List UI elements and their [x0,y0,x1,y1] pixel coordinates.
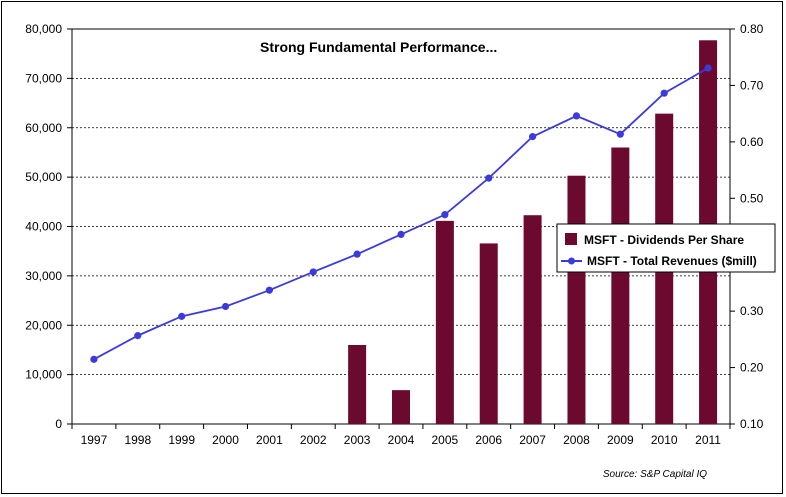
right-tick-label: 0.60 [740,135,764,149]
x-tick-label: 2010 [651,433,678,447]
revenue-point [529,133,537,141]
right-tick-label: 0.20 [740,361,764,375]
dividend-bar [392,390,410,424]
source-note: Source: S&P Capital IQ [603,469,707,480]
revenue-point [353,250,361,258]
x-tick-label: 1998 [124,433,151,447]
right-axis: 0.100.200.300.400.500.600.700.80 [730,22,764,431]
revenue-point [441,211,449,219]
x-tick-label: 2000 [212,433,239,447]
right-tick-label: 0.10 [740,417,764,431]
right-tick-label: 0.80 [740,22,764,36]
dividend-bar [435,220,454,424]
revenue-point [309,268,317,276]
right-tick-label: 0.50 [740,191,764,205]
legend: MSFT - Dividends Per Share MSFT - Total … [556,223,776,273]
left-tick-label: 0 [55,417,62,431]
x-tick-label: 2003 [344,433,371,447]
x-tick-label: 1999 [168,433,195,447]
dividend-bar [567,175,586,424]
x-tick-label: 2001 [256,433,283,447]
legend-box [556,223,776,273]
left-axis: 0 10,000 20,000 30,000 40,000 50,000 60,000 70,… [25,22,72,431]
revenue-point [572,112,581,120]
revenue-point [616,130,624,138]
x-tick-label: 2006 [475,433,502,447]
dividend-bar [611,147,630,424]
gridlines [72,77,730,376]
revenue-point [221,302,230,311]
x-tick-label: 2007 [519,433,546,447]
left-tick-label: 10,000 [25,368,62,382]
chart-title: Strong Fundamental Performance... [260,39,497,55]
revenue-point [134,332,142,340]
right-tick-label: 0.30 [740,304,764,318]
x-tick-label: 2004 [388,433,415,447]
left-tick-label: 40,000 [25,220,62,234]
left-tick-label: 70,000 [25,71,62,85]
legend-label-revenues: MSFT - Total Revenues ($mill) [587,254,757,268]
dividend-bar [479,243,498,424]
right-tick-label: 0.70 [740,78,764,92]
left-tick-label: 80,000 [25,22,62,36]
revenue-point [90,355,98,363]
revenue-point [485,174,493,182]
revenue-point [397,230,405,238]
dividend-bar [348,345,367,424]
left-tick-label: 30,000 [25,269,62,283]
legend-swatch-dividends [565,233,577,245]
x-tick-label: 1997 [81,433,108,447]
line-series [90,64,712,363]
left-tick-label: 20,000 [25,318,62,332]
revenue-point [265,286,273,294]
legend-label-dividends: MSFT - Dividends Per Share [584,233,744,247]
x-tick-label: 2009 [607,433,634,447]
revenue-point [178,312,186,320]
x-axis: 1997 1998 1999 2000 2001 2002 2003 2004 2005 2006… [71,424,731,447]
x-tick-label: 2011 [695,433,721,447]
x-tick-label: 2008 [563,433,590,447]
revenue-point [660,89,668,97]
dividend-bar [523,215,542,424]
revenue-point [704,64,712,72]
legend-marker-revenues [568,257,575,265]
left-tick-label: 50,000 [25,170,62,184]
left-tick-label: 60,000 [25,121,62,135]
x-tick-label: 2005 [432,433,459,447]
x-tick-label: 2002 [300,433,327,447]
